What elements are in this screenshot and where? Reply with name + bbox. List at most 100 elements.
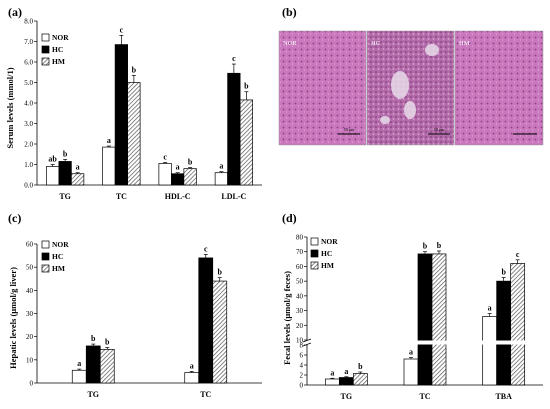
panel-d-bar-hm xyxy=(510,263,526,386)
panel-c-bar-hm xyxy=(99,349,115,384)
panel-a-ytick-label: 1.0 xyxy=(24,161,33,169)
micrograph-label-hm: HM xyxy=(459,40,470,47)
panel-c-bar-nor xyxy=(71,369,87,384)
panel-c-label: (c) xyxy=(8,211,21,225)
panel-c-significance-label: b xyxy=(105,338,110,347)
panel-c-legend-swatch-nor xyxy=(41,240,50,249)
panel-c-ytick-label: 40 xyxy=(26,287,34,295)
panel-a-bar-nor xyxy=(102,146,116,186)
panel-a-ytick-label: 0.0 xyxy=(24,182,33,190)
panel-a-ytick-label: 7.0 xyxy=(24,38,33,46)
panel-a-ylabel: Serum levels (mmol/1) xyxy=(5,67,15,148)
panel-a-significance-label: b xyxy=(244,82,249,91)
panel-c-legend-swatch-hm xyxy=(41,264,50,273)
panel-d-ytick-label: 80 xyxy=(296,234,304,242)
panel-b-label: (b) xyxy=(282,5,297,19)
panel-a-bar-hm xyxy=(71,173,85,186)
panel-a-bar-hc xyxy=(171,173,185,186)
panel-c-significance-label: b xyxy=(218,268,223,277)
panel-d-ytick-label: 8 xyxy=(300,342,304,350)
panel-c-ytick-label: 50 xyxy=(26,264,34,272)
panel-a-legend-swatch-nor xyxy=(41,33,50,42)
panel-c-ytick-label: 20 xyxy=(26,333,34,341)
panel-d-bar-nor xyxy=(403,358,419,386)
panel-d-ytick-label: 60 xyxy=(296,263,304,271)
panel-a-legend-label-hm: HM xyxy=(52,57,65,66)
panel-d-ytick-label: 6 xyxy=(300,352,304,360)
panel-d-bar-hc xyxy=(417,253,433,386)
micrograph-label-hc: HC xyxy=(371,40,380,47)
panel-a-ytick-label: 6.0 xyxy=(24,59,33,67)
panel-d-legend-label-hm: HM xyxy=(321,261,334,270)
panel-a-bar-hm xyxy=(239,99,253,186)
panel-d-ytick-label: 40 xyxy=(296,292,304,300)
panel-d-ytick-label: 50 xyxy=(296,278,304,286)
panel-c-ylabel: Hepatic levels (μmol/g liver) xyxy=(8,267,18,369)
panel-a-legend-swatch-hm xyxy=(41,57,50,66)
panel-a-legend-label-nor: NOR xyxy=(52,33,69,42)
panel-c-bar-hc xyxy=(198,257,214,384)
micrograph-label-nor: NOR xyxy=(283,40,297,47)
panel-a-bar-nor xyxy=(46,166,60,186)
panel-a-legend-swatch-hc xyxy=(41,45,50,54)
panel-d-label: (d) xyxy=(282,211,297,225)
panel-d: (d) Fecal levels (μmol/g feces) 0 2 4 6 810 2… xyxy=(282,211,545,401)
panel-d-ylabel: Fecal levels (μmol/g feces) xyxy=(282,271,292,365)
micrograph-nor xyxy=(278,30,367,146)
panel-d-legend-label-nor: NOR xyxy=(321,237,338,246)
panel-c-ytick-label: 0 xyxy=(30,380,34,388)
panel-d-axis-break xyxy=(303,340,545,345)
panel-c-significance-label: c xyxy=(204,244,208,253)
panel-d-ytick-label: 10 xyxy=(296,337,304,345)
panel-a-ytick-label: 3.0 xyxy=(24,120,33,128)
panel-d-bar-hm xyxy=(431,253,447,386)
panel-d-ytick-label: 20 xyxy=(296,322,304,330)
panel-a-axes: 0.01.02.03.04.05.06.07.08.0TGabbaTCacbHD… xyxy=(24,18,262,201)
hc-lipid-vacuoles xyxy=(380,44,439,124)
panel-d-break-mark xyxy=(302,338,312,343)
panel-a-significance-label: c xyxy=(232,54,236,63)
panel-a-legend-label-hc: HC xyxy=(52,45,63,54)
panel-d-significance-label: a xyxy=(330,368,334,377)
panel-c-legend-label-hm: HM xyxy=(52,264,65,273)
panel-d-bar-nor xyxy=(482,316,498,386)
panel-b: (b) NOR HC HM 50 μm 50 μm xyxy=(278,5,544,146)
panel-d-significance-label: b xyxy=(501,267,506,276)
panel-d-category-label: TG xyxy=(341,392,353,401)
panel-a-significance-label: b xyxy=(188,158,193,167)
panel-d-legend-swatch-hc xyxy=(310,249,319,258)
panel-a-category-label: TC xyxy=(116,192,127,201)
panel-d-category-label: TC xyxy=(419,392,430,401)
panel-c: (c) Hepatic levels (μmol/g liver) 0 10 20 3… xyxy=(8,211,262,399)
panel-a: (a) Serum levels (mmol/1) 0.0 1.0 2.0 3.0 4.… xyxy=(5,5,262,201)
panel-d-ytick-label: 2 xyxy=(300,372,304,380)
panel-c-legend-label-hc: HC xyxy=(52,252,63,261)
panel-d-ytick-label: 30 xyxy=(296,307,304,315)
panel-c-category-label: TG xyxy=(87,390,99,399)
panel-d-ytick-label: 4 xyxy=(300,362,304,370)
panel-a-ytick-label: 2.0 xyxy=(24,141,33,149)
panel-c-ytick-label: 10 xyxy=(26,356,34,364)
panel-d-significance-label: b xyxy=(358,362,363,371)
panel-a-ytick-label: 4.0 xyxy=(24,100,33,108)
panel-a-significance-label: c xyxy=(120,25,124,34)
panel-a-bar-nor xyxy=(158,163,172,186)
panel-a-significance-label: ab xyxy=(48,155,57,164)
panel-a-category-label: LDL-C xyxy=(221,192,246,201)
panel-d-legend-swatch-nor xyxy=(310,237,319,246)
panel-a-significance-label: b xyxy=(63,149,68,158)
panel-a-bar-hc xyxy=(227,72,241,186)
scale-label-nor: 50 μm xyxy=(344,127,355,132)
panel-a-significance-label: a xyxy=(219,162,223,171)
panel-d-significance-label: c xyxy=(516,250,520,259)
panel-a-bar-hm xyxy=(183,168,197,186)
panel-a-label: (a) xyxy=(8,5,22,19)
panel-c-bar-hm xyxy=(212,280,228,384)
panel-a-bar-hc xyxy=(114,44,128,186)
panel-d-significance-label: b xyxy=(437,241,442,250)
panel-a-legend: NOR HC HM xyxy=(41,33,69,66)
panel-a-significance-label: a xyxy=(176,163,180,172)
panel-d-category-label: TBA xyxy=(495,392,512,401)
